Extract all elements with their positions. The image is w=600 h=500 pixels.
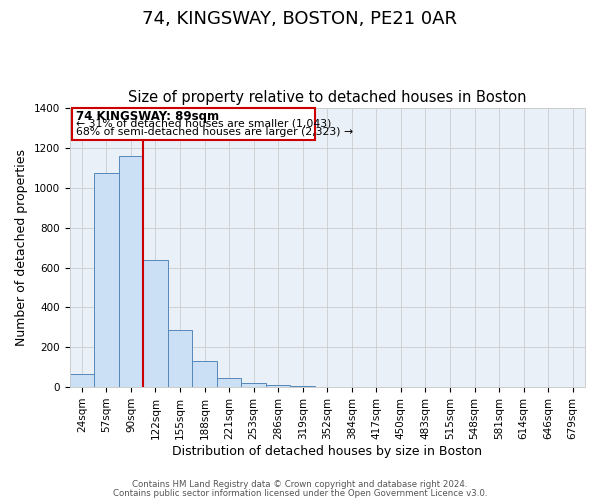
Y-axis label: Number of detached properties: Number of detached properties [15,149,28,346]
Title: Size of property relative to detached houses in Boston: Size of property relative to detached ho… [128,90,527,106]
Text: 74, KINGSWAY, BOSTON, PE21 0AR: 74, KINGSWAY, BOSTON, PE21 0AR [143,10,458,28]
Bar [168,330,192,387]
Text: 74 KINGSWAY: 89sqm: 74 KINGSWAY: 89sqm [76,110,219,123]
Bar [217,378,241,387]
Bar [241,383,266,387]
Bar [192,361,217,387]
X-axis label: Distribution of detached houses by size in Boston: Distribution of detached houses by size … [172,444,482,458]
Bar [266,385,290,387]
Text: Contains public sector information licensed under the Open Government Licence v3: Contains public sector information licen… [113,488,487,498]
Bar [119,156,143,387]
Bar [94,173,119,387]
Text: 68% of semi-detached houses are larger (2,323) →: 68% of semi-detached houses are larger (… [76,127,353,137]
Bar [290,386,315,387]
Text: ← 31% of detached houses are smaller (1,043): ← 31% of detached houses are smaller (1,… [76,118,331,128]
Text: Contains HM Land Registry data © Crown copyright and database right 2024.: Contains HM Land Registry data © Crown c… [132,480,468,489]
Bar [72,108,315,140]
Bar [143,260,168,387]
Bar [70,374,94,387]
